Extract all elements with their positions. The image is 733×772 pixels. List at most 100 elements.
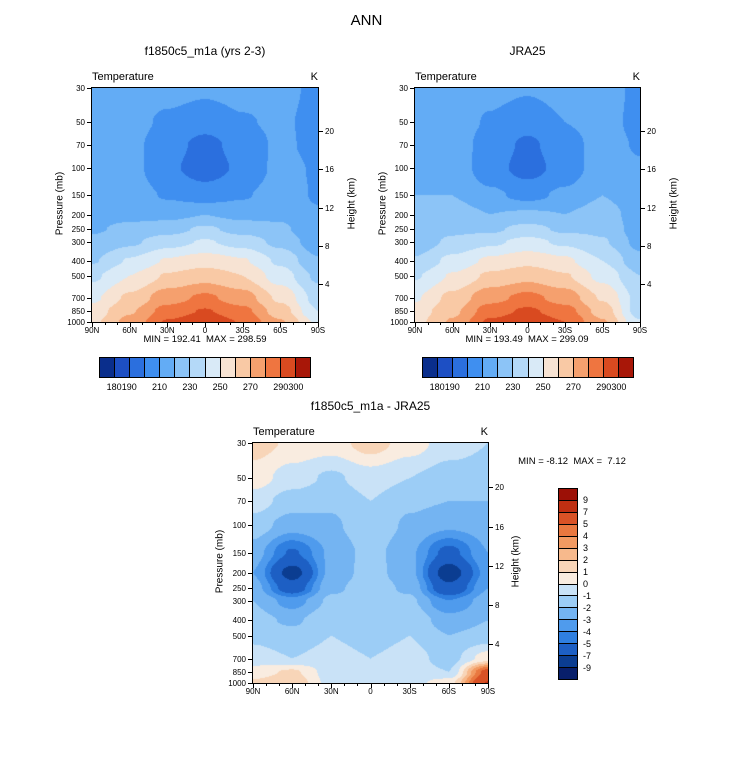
colorbar-segment — [482, 358, 498, 377]
tick-mark-minor — [267, 322, 269, 325]
height-tick-label: 16 — [495, 522, 504, 532]
tick-mark — [640, 283, 645, 285]
pressure-tick-label: 1000 — [67, 318, 85, 327]
units-label: K — [632, 71, 640, 83]
pressure-tick-label: 30 — [399, 84, 408, 93]
colorbar-tick-label: 250 — [535, 382, 551, 392]
tick-mark-minor — [615, 322, 616, 325]
colorbar-segment — [249, 358, 265, 377]
lat-tick-label: 60N — [284, 687, 300, 696]
colorbar-segment — [542, 358, 558, 377]
lat-tick-label: 30S — [402, 687, 417, 696]
colorbar-segment — [467, 358, 483, 377]
colorbar-segment — [559, 607, 577, 620]
tick-mark — [410, 88, 415, 89]
tick-mark — [248, 635, 253, 637]
colorbar-segment — [512, 358, 528, 377]
colorbar-tick-label: -7 — [583, 651, 592, 661]
colorbar-tick-label: -5 — [583, 639, 592, 649]
colorbar-segment — [559, 595, 577, 608]
tick-mark — [87, 322, 92, 323]
tick-mark — [87, 144, 92, 146]
pressure-tick-label: 300 — [232, 596, 246, 606]
tick-mark — [488, 604, 493, 606]
variable-label: Temperature — [253, 426, 315, 438]
pressure-tick-label: 400 — [71, 256, 85, 266]
tick-mark — [410, 195, 415, 197]
colorbar-segment — [587, 358, 603, 377]
height-tick-label: 8 — [647, 241, 652, 251]
tick-mark — [640, 245, 645, 247]
tick-mark — [253, 683, 254, 688]
colorbar-tick-label: 250 — [212, 382, 228, 392]
lat-tick-label: 0 — [202, 326, 208, 335]
colorbar-tick-label: 2 — [583, 555, 589, 565]
colorbar-segment — [114, 358, 130, 377]
lat-tick-label: 90S — [310, 326, 326, 335]
colorbar-tick-label: 0 — [583, 579, 589, 589]
units-label: K — [480, 426, 488, 438]
tick-mark — [248, 500, 253, 502]
colorbar-tick-label: 3 — [583, 543, 589, 553]
tick-mark — [87, 241, 92, 243]
pressure-tick-label: 300 — [394, 237, 408, 247]
tick-mark-minor — [117, 322, 119, 325]
tick-mark — [92, 322, 93, 327]
tick-mark — [640, 207, 645, 209]
lat-tick-label: 60S — [273, 326, 288, 335]
pressure-tick-label: 700 — [71, 294, 85, 304]
tick-mark-minor — [590, 322, 591, 325]
tick-mark — [410, 275, 415, 277]
height-tick-label: 20 — [647, 127, 656, 137]
tick-mark — [602, 322, 604, 327]
height-tick-label: 16 — [647, 165, 656, 175]
tick-mark — [87, 195, 92, 197]
tick-mark-minor — [440, 322, 441, 325]
tick-mark-minor — [422, 683, 424, 686]
pressure-tick-label: 400 — [394, 256, 408, 266]
tick-mark-minor — [279, 683, 281, 686]
tick-mark-minor — [104, 322, 106, 325]
colorbar-segment — [559, 571, 577, 584]
pressure-tick-label: 50 — [76, 118, 85, 128]
colorbar-tick-label: 270 — [565, 382, 581, 392]
pressure-tick-label: 70 — [399, 140, 408, 150]
tick-mark — [410, 260, 415, 262]
tick-mark — [248, 443, 253, 444]
tick-mark — [527, 322, 529, 327]
pressure-tick-label: 1000 — [228, 679, 246, 688]
tick-mark — [318, 207, 323, 209]
height-tick-label: 12 — [647, 203, 656, 213]
tick-mark — [205, 322, 206, 327]
tick-mark — [410, 311, 415, 313]
pressure-tick-label: 30 — [76, 84, 85, 93]
tick-mark — [248, 477, 253, 479]
tick-mark-minor — [318, 683, 320, 686]
tick-mark-minor — [396, 683, 398, 686]
tick-mark — [488, 565, 493, 567]
tick-mark-minor — [192, 322, 194, 325]
tick-mark — [490, 322, 491, 327]
tick-mark — [488, 643, 493, 645]
lat-tick-label: 90S — [632, 326, 648, 335]
pressure-tick-label: 150 — [71, 191, 85, 201]
tick-mark — [448, 683, 450, 688]
tick-mark — [318, 169, 323, 171]
variable-label: Temperature — [92, 71, 154, 83]
colorbar-tick-label: 290 — [596, 382, 612, 392]
tick-mark-minor — [230, 322, 232, 325]
pressure-tick-label: 70 — [237, 496, 246, 506]
plot-area — [252, 442, 489, 684]
tick-mark-minor — [383, 683, 385, 686]
colorbar-segment — [219, 358, 235, 377]
pressure-tick-label: 30 — [237, 439, 246, 448]
tick-mark — [248, 553, 253, 555]
tick-mark — [410, 298, 415, 300]
colorbar-tick-label: -4 — [583, 627, 592, 637]
tick-mark-minor — [427, 322, 429, 325]
tick-mark — [280, 322, 282, 327]
colorbar-tick-label: 210 — [152, 382, 168, 392]
tick-mark — [129, 322, 131, 327]
min-max-stats: MIN = 193.49 MAX = 299.09 — [465, 334, 589, 345]
